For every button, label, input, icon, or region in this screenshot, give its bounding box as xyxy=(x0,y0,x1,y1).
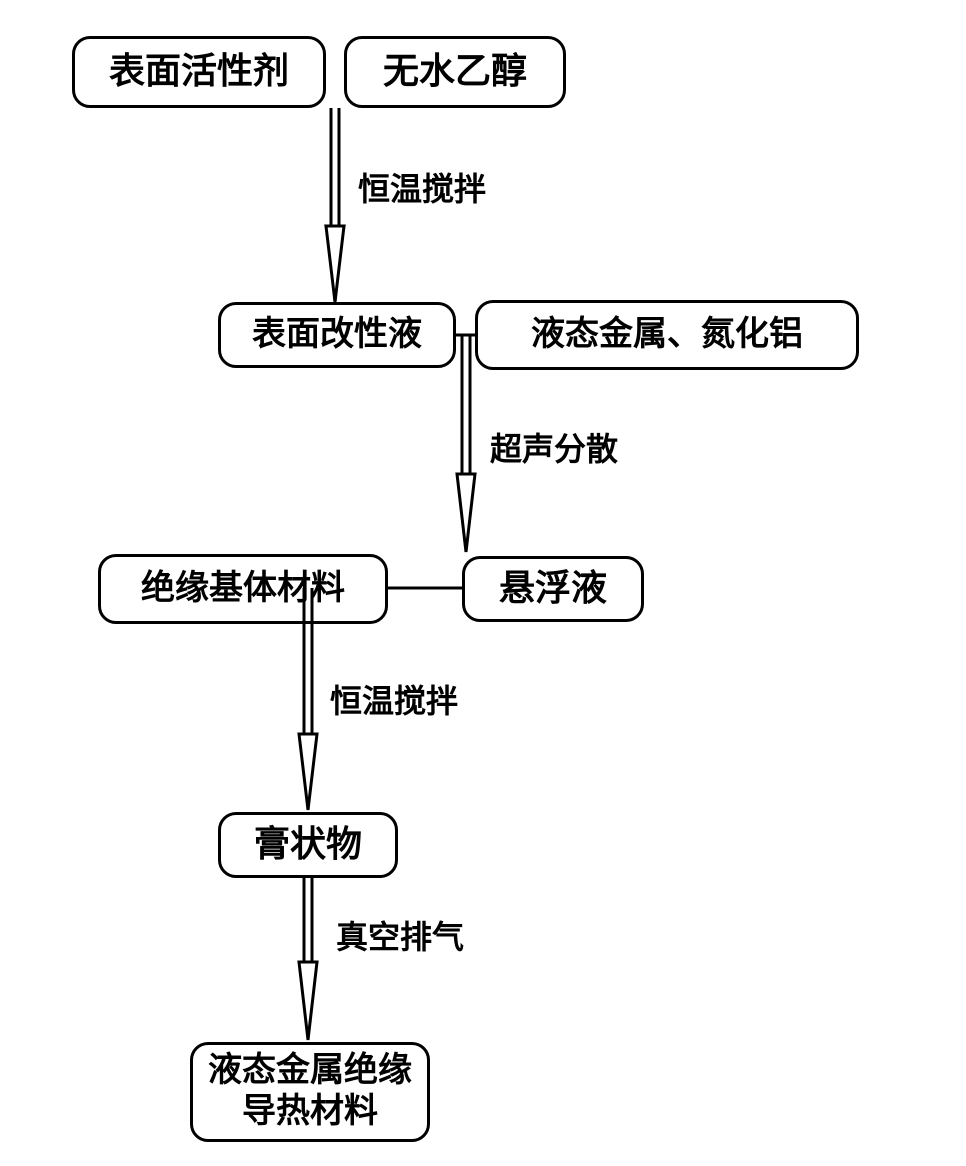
node-label: 悬浮液 xyxy=(499,567,607,610)
node-label: 液态金属绝缘导热材料 xyxy=(201,1051,419,1133)
node-insulating-matrix: 绝缘基体材料 xyxy=(98,554,388,624)
node-label: 液态金属、氮化铝 xyxy=(531,315,803,356)
arrow-label-ultrasonic: 超声分散 xyxy=(490,424,618,470)
node-label: 表面活性剂 xyxy=(109,50,289,93)
arrow-label-vacuum: 真空排气 xyxy=(336,912,464,958)
node-paste: 膏状物 xyxy=(218,812,398,878)
node-label: 膏状物 xyxy=(254,823,362,866)
node-suspension: 悬浮液 xyxy=(462,556,644,622)
node-label: 表面改性液 xyxy=(252,315,422,356)
node-label: 无水乙醇 xyxy=(383,50,527,93)
node-surfactant: 表面活性剂 xyxy=(72,36,326,108)
node-label: 绝缘基体材料 xyxy=(141,569,345,610)
node-final-product: 液态金属绝缘导热材料 xyxy=(190,1042,430,1142)
node-surface-modification-liquid: 表面改性液 xyxy=(218,302,456,368)
arrow-label-stir-1: 恒温搅拌 xyxy=(358,164,486,210)
arrow-label-stir-2: 恒温搅拌 xyxy=(330,676,458,722)
node-ethanol: 无水乙醇 xyxy=(344,36,566,108)
node-liquid-metal-aln: 液态金属、氮化铝 xyxy=(475,300,859,370)
